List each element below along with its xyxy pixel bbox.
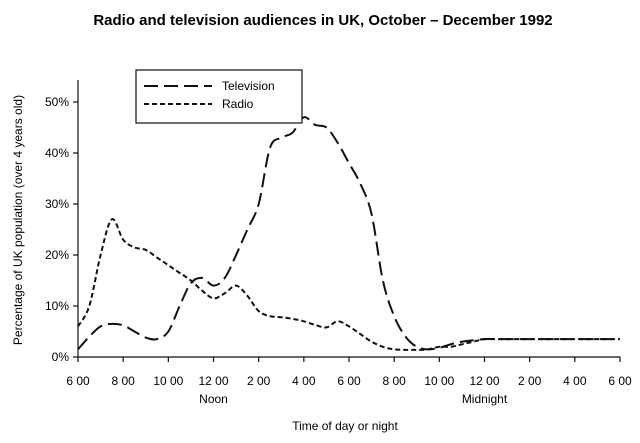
legend-label-radio: Radio: [222, 97, 254, 111]
legend: Television Radio: [135, 69, 303, 124]
x-tick-label: 8 00: [382, 374, 406, 388]
x-tick-label: 2 00: [247, 374, 271, 388]
series-line-radio: [77, 218, 620, 351]
y-tick-label: 0%: [52, 350, 70, 364]
x-tick-label: 10 00: [153, 374, 183, 388]
y-tick-label: 50%: [45, 95, 69, 109]
x-tick-sublabel: Midnight: [462, 392, 508, 406]
x-tick-label: 8 00: [111, 374, 135, 388]
x-tick-label: 2 00: [518, 374, 542, 388]
y-tick-label: 30%: [45, 197, 69, 211]
y-axis-label: Percentage of UK population (over 4 year…: [11, 95, 25, 345]
chart-title: Radio and television audiences in UK, Oc…: [93, 12, 552, 29]
y-tick-label: 10%: [45, 299, 69, 313]
x-tick-label: 10 00: [424, 374, 454, 388]
x-ticks: 6 00 8 00 10 00 12 00 2 00 4 00 6 00 8 00 10 00 1…: [66, 357, 632, 406]
x-tick-label: 12 00: [469, 374, 499, 388]
legend-box: [135, 69, 303, 124]
x-axis-label: Time of day or night: [292, 419, 398, 433]
y-tick-label: 40%: [45, 146, 69, 160]
y-tick-label: 20%: [45, 248, 69, 262]
y-ticks: 0% 10% 20% 30% 40% 50%: [45, 95, 78, 364]
x-tick-sublabel: Noon: [199, 392, 228, 406]
x-tick-label: 6 00: [66, 374, 90, 388]
series-line-television: [77, 116, 620, 351]
x-axis: 6 00 8 00 10 00 12 00 2 00 4 00 6 00 8 00 10 00 1…: [66, 356, 632, 406]
x-tick-label: 6 00: [608, 374, 632, 388]
y-axis: 0% 10% 20% 30% 40% 50%: [45, 80, 79, 364]
x-tick-label: 6 00: [337, 374, 361, 388]
x-tick-label: 4 00: [292, 374, 316, 388]
x-tick-label: 4 00: [563, 374, 587, 388]
x-tick-label: 12 00: [198, 374, 228, 388]
legend-label-television: Television: [222, 79, 275, 93]
series-layer: [77, 116, 620, 351]
